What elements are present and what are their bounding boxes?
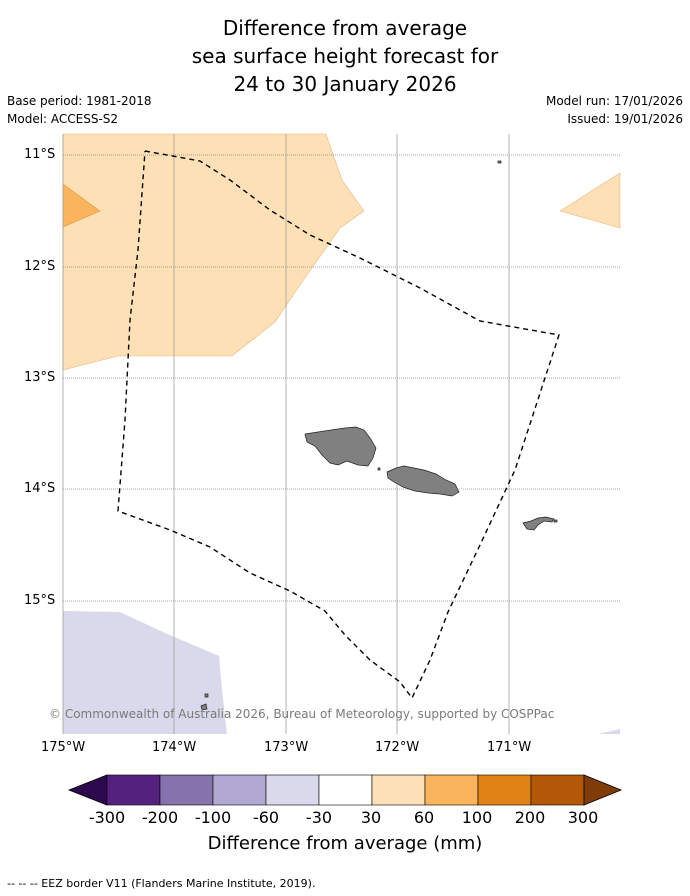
colorbar-segment-8 [477,774,532,806]
lat-label-11s: 11°S [24,147,56,162]
colorbar-segment-3 [212,774,267,806]
colorbar-label-1: -200 [141,808,179,827]
colorbar-segment-1 [106,774,161,806]
model-name: Model: ACCESS-S2 [7,112,119,126]
colorbar-segment-6 [371,774,426,806]
lat-label-15s: 15°S [24,593,56,608]
colorbar-label-0: -300 [88,808,126,827]
colorbar-title: Difference from average (mm) [207,833,483,854]
lon-label-173w: 173°W [264,740,309,755]
tutuila-island [522,516,555,531]
anomaly-region-30-60-east [559,172,621,229]
colorbar-extend-low [67,774,108,806]
title-line-2: sea surface height forecast for [191,44,499,68]
anomaly-region-neg30-neg60-southeast [598,729,620,734]
lon-label-172w: 172°W [375,740,420,755]
lon-label-174w: 174°W [152,740,197,755]
colorbar-extend-high [583,774,623,806]
colorbar-label-7: 100 [461,808,493,827]
colorbar-label-5: 30 [360,808,382,827]
map-frame [62,133,621,734]
lat-label-13s: 13°S [24,370,56,385]
colorbar-segment-7 [424,774,479,806]
colorbar-label-9: 300 [567,808,599,827]
issued-date: Issued: 19/01/2026 [567,112,683,126]
latitude-gridlines [63,154,620,602]
lon-label-171w: 171°W [487,740,532,755]
colorbar-segment-9 [530,774,585,806]
savaii-island [304,426,377,467]
small-islet-between [377,467,381,471]
model-run: Model run: 17/01/2026 [545,94,683,108]
lat-label-12s: 12°S [24,259,56,274]
copyright-notice: © Commonwealth of Australia 2026, Bureau… [49,707,555,721]
colorbar-segment-2 [159,774,214,806]
colorbar-segment-4 [265,774,320,806]
anomaly-region-neg30-neg60-south [63,611,227,734]
colorbar [67,774,623,806]
lat-label-14s: 14°S [24,481,56,496]
colorbar-label-8: 200 [514,808,546,827]
colorbar-label-6: 60 [413,808,435,827]
longitude-gridlines [62,134,510,734]
small-islet-south [200,703,208,711]
small-islet-east [553,519,558,523]
colorbar-label-4: -30 [305,808,333,827]
lon-label-175w: 175°W [41,740,86,755]
small-islet-north [497,160,502,164]
colorbar-label-2: -100 [194,808,232,827]
title-line-3: 24 to 30 January 2026 [233,72,457,96]
eez-legend-note: -- -- -- EEZ border V11 (Flanders Marine… [7,877,316,890]
colorbar-segment-5 [318,774,373,806]
chart-title: Difference from average sea surface heig… [0,14,690,98]
title-line-1: Difference from average [222,16,468,40]
anomaly-region-30-60-main [62,133,365,371]
small-islet-south-2 [204,693,209,698]
land-masses [200,160,558,711]
base-period: Base period: 1981-2018 [7,94,152,108]
colorbar-label-3: -60 [252,808,280,827]
upolu-island [386,465,460,497]
